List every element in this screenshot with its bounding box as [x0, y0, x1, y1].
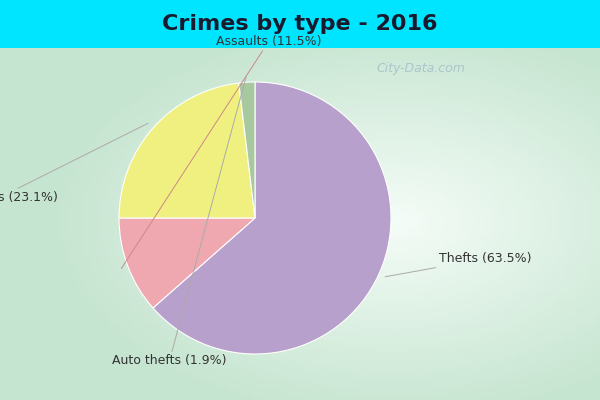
- Wedge shape: [153, 82, 391, 354]
- Text: Thefts (63.5%): Thefts (63.5%): [385, 252, 531, 277]
- Wedge shape: [119, 83, 255, 218]
- Text: Auto thefts (1.9%): Auto thefts (1.9%): [112, 76, 247, 367]
- Text: Burglaries (23.1%): Burglaries (23.1%): [0, 123, 148, 204]
- Wedge shape: [239, 82, 255, 218]
- Text: City-Data.com: City-Data.com: [377, 62, 466, 74]
- Text: Crimes by type - 2016: Crimes by type - 2016: [162, 14, 438, 34]
- Text: Assaults (11.5%): Assaults (11.5%): [121, 35, 322, 268]
- Wedge shape: [119, 218, 255, 308]
